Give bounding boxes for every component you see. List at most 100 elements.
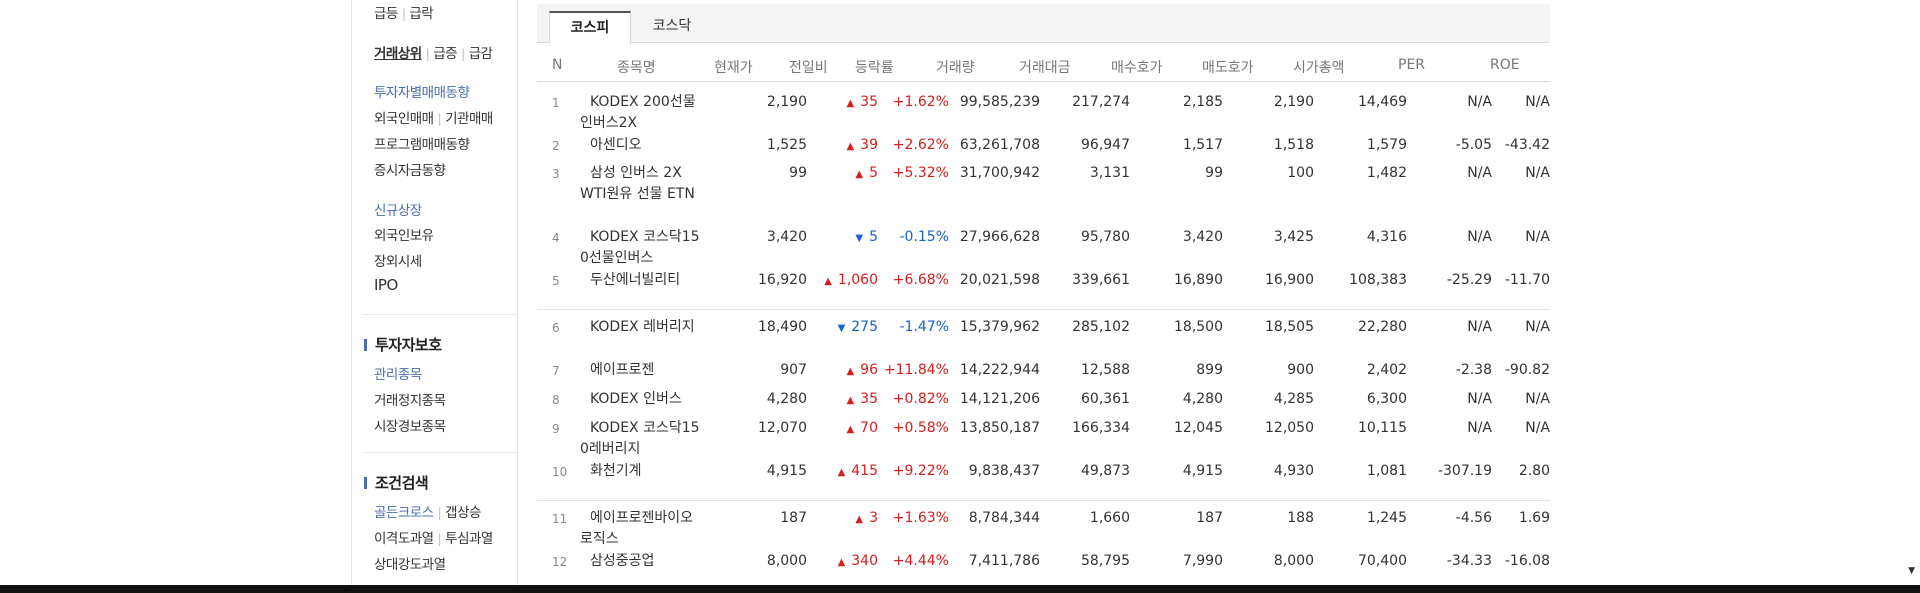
change-cell: ▲ 39 [812, 137, 878, 153]
row-number: 9 [552, 422, 560, 436]
stock-name-link[interactable]: 에이프로젠 [590, 362, 655, 378]
cap-cell: 108,383 [1349, 272, 1407, 288]
roe-cell: N/A [1525, 165, 1550, 181]
sidebar-item-plunge[interactable]: 급락 [409, 6, 434, 22]
row-number: 6 [552, 321, 560, 335]
sidebar-item-managed-stocks[interactable]: 관리종목 [374, 367, 422, 383]
stock-name-link[interactable]: 에이프로젠바이오로직스 [580, 510, 694, 547]
price-cell: 12,070 [758, 420, 807, 436]
sidebar-item-program-trade[interactable]: 프로그램매매동향 [374, 137, 470, 153]
amount-cell: 339,661 [1072, 272, 1130, 288]
change-cell: ▲ 96 [812, 362, 878, 378]
sidebar-header-label: 조건검색 [375, 474, 429, 492]
sidebar-item-deviation-overheat[interactable]: 이격도과열 [374, 531, 434, 547]
tab-kospi[interactable]: 코스피 [549, 11, 631, 44]
stock-name-link[interactable]: 화천기계 [590, 463, 642, 479]
cap-cell: 4,316 [1366, 229, 1407, 245]
volume-cell: 15,379,962 [959, 319, 1040, 335]
row-number: 4 [552, 231, 560, 245]
amount-cell: 285,102 [1072, 319, 1130, 335]
sidebar-item-gap-up[interactable]: 갭상승 [445, 505, 481, 521]
stock-name-link[interactable]: 삼성 인버스 2X WTI원유 선물 ETN [580, 165, 695, 202]
cap-cell: 10,115 [1358, 420, 1407, 436]
sidebar-item-volume-decrease[interactable]: 급감 [468, 46, 493, 62]
stock-name-link[interactable]: KODEX 200선물인버스2X [580, 94, 696, 131]
change-rate: +0.58% [892, 420, 949, 436]
bid-cell: 7,990 [1182, 553, 1223, 569]
change-value: 3 [869, 510, 878, 526]
change-rate: -0.15% [899, 229, 949, 245]
stock-name-link[interactable]: KODEX 코스닥150레버리지 [580, 420, 700, 457]
sidebar-item-market-warning[interactable]: 시장경보종목 [374, 419, 446, 435]
cap-cell: 6,300 [1366, 391, 1407, 407]
stock-name-link[interactable]: KODEX 인버스 [590, 391, 682, 407]
amount-cell: 1,660 [1089, 510, 1130, 526]
sidebar-item-volume-increase[interactable]: 급증 [433, 46, 458, 62]
sidebar-item-rsi-overheat[interactable]: 상대강도과열 [374, 557, 446, 573]
table-header: N 종목명 현재가 전일비 등락률 거래량 거래대금 매수호가 매도호가 시가총액 PER ROE [537, 43, 1550, 82]
volume-cell: 27,966,628 [959, 229, 1040, 245]
row-number: 2 [552, 139, 560, 153]
roe-cell: N/A [1525, 94, 1550, 110]
sidebar-item-sentiment-overheat[interactable]: 투심과열 [445, 531, 493, 547]
bid-cell: 16,890 [1174, 272, 1223, 288]
amount-cell: 96,947 [1081, 137, 1130, 153]
ask-cell: 2,190 [1273, 94, 1314, 110]
stock-name-link[interactable]: 삼성중공업 [590, 553, 655, 569]
sidebar-item-foreign-trade[interactable]: 외국인매매 [374, 111, 434, 127]
sidebar-item-institution-trade[interactable]: 기관매매 [445, 111, 493, 127]
sidebar-item-surge[interactable]: 급등 [374, 6, 398, 22]
stock-name-link[interactable]: KODEX 코스닥150선물인버스 [580, 229, 700, 266]
cap-cell: 1,482 [1366, 165, 1407, 181]
amount-cell: 60,361 [1081, 391, 1130, 407]
volume-cell: 14,222,944 [959, 362, 1040, 378]
sidebar-item-foreign-holding[interactable]: 외국인보유 [374, 228, 434, 244]
sidebar-item-volume-top[interactable]: 거래상위 [374, 46, 422, 62]
column-header-per: PER [1398, 57, 1426, 73]
up-arrow-icon: ▲ [846, 98, 855, 109]
roe-cell: 2.80 [1518, 463, 1550, 479]
scroll-down-arrow-icon[interactable]: ▼ [1908, 566, 1915, 576]
per-cell: -5.05 [1455, 137, 1492, 153]
bid-cell: 4,915 [1182, 463, 1223, 479]
change-rate: +1.63% [892, 510, 949, 526]
per-cell: N/A [1467, 391, 1492, 407]
bid-cell: 187 [1196, 510, 1223, 526]
sidebar-item-suspended-stocks[interactable]: 거래정지종목 [374, 393, 446, 409]
row-number: 8 [552, 393, 560, 407]
volume-cell: 14,121,206 [959, 391, 1040, 407]
ask-cell: 4,930 [1273, 463, 1314, 479]
ask-cell: 4,285 [1273, 391, 1314, 407]
roe-cell: N/A [1525, 319, 1550, 335]
change-rate: +9.22% [892, 463, 949, 479]
stock-name-link[interactable]: 두산에너빌리티 [590, 272, 681, 288]
stock-name-link[interactable]: 아센디오 [590, 137, 642, 153]
per-cell: N/A [1467, 319, 1492, 335]
sidebar-item-investor-trend[interactable]: 투자자별매매동향 [374, 85, 470, 101]
roe-cell: N/A [1525, 229, 1550, 245]
down-arrow-icon: ▼ [855, 233, 864, 244]
per-cell: -4.56 [1455, 510, 1492, 526]
cap-cell: 1,081 [1366, 463, 1407, 479]
separator: | [461, 47, 465, 61]
cap-cell: 2,402 [1366, 362, 1407, 378]
price-cell: 4,915 [766, 463, 807, 479]
price-cell: 2,190 [766, 94, 807, 110]
cap-cell: 70,400 [1358, 553, 1407, 569]
sidebar-item-golden-cross[interactable]: 골든크로스 [374, 505, 434, 521]
sidebar-item-new-listing[interactable]: 신규상장 [374, 203, 422, 219]
change-rate: +0.82% [892, 391, 949, 407]
stock-name-link[interactable]: KODEX 레버리지 [590, 319, 695, 335]
column-header-bid: 매수호가 [1111, 60, 1163, 76]
tab-kosdaq[interactable]: 코스닥 [652, 18, 692, 34]
change-value: 96 [860, 362, 878, 378]
column-header-roe: ROE [1490, 57, 1520, 73]
ask-cell: 100 [1287, 165, 1314, 181]
bid-cell: 18,500 [1174, 319, 1223, 335]
bid-cell: 99 [1205, 165, 1223, 181]
bid-cell: 1,517 [1182, 137, 1223, 153]
sidebar-item-market-funds[interactable]: 증시자금동향 [374, 163, 446, 179]
sidebar-item-ipo[interactable]: IPO [374, 276, 398, 294]
sidebar-item-otc-price[interactable]: 장외시세 [374, 254, 422, 270]
header-bar-marker [364, 477, 367, 489]
